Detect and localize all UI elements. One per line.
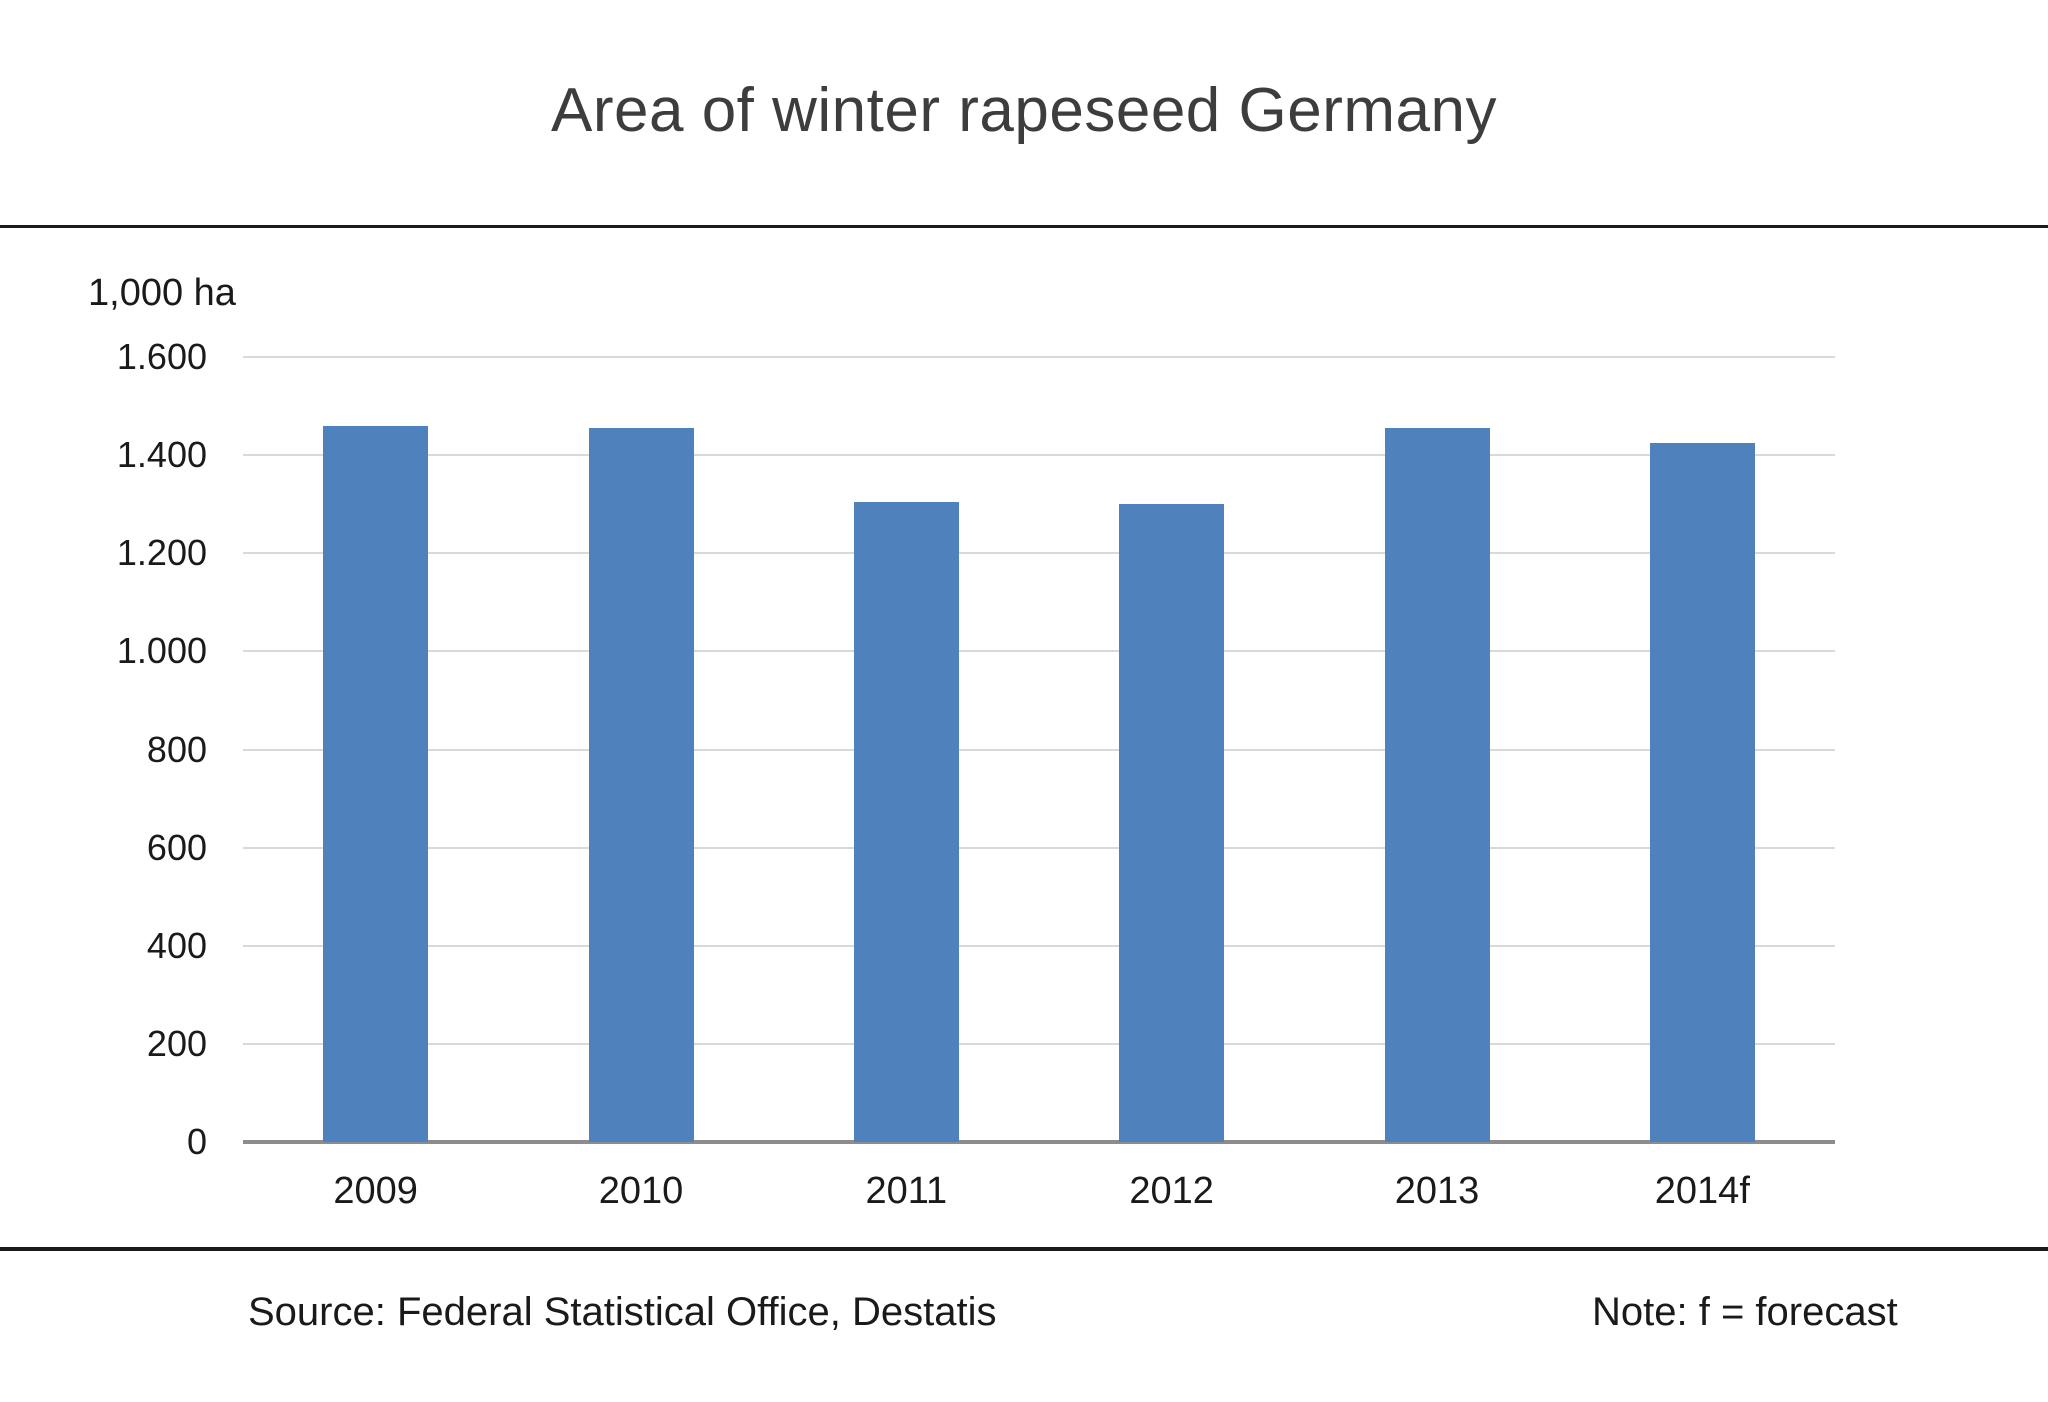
y-tick-label-400: 400: [146, 924, 207, 966]
bar-2010: [588, 428, 694, 1142]
y-tick-label-1.600: 1.600: [116, 336, 207, 377]
bar-2013: [1384, 428, 1490, 1142]
gridline-400: [243, 944, 1835, 947]
source-text: Source: Federal Statistical Office, Dest…: [248, 1290, 997, 1334]
bar-2014f: [1649, 442, 1755, 1142]
x-tick-label-2013: 2013: [1394, 1170, 1480, 1212]
y-tick-label-1.400: 1.400: [116, 434, 207, 476]
note-text: Note: f = forecast: [1592, 1290, 1898, 1334]
gridline-800: [243, 748, 1835, 751]
bar-2011: [853, 501, 959, 1142]
y-tick-label-0: 0: [186, 1121, 207, 1162]
chart-title: Area of winter rapeseed Germany: [551, 76, 1497, 145]
bottom-divider-line: [0, 1247, 2048, 1251]
y-tick-label-200: 200: [146, 1022, 207, 1064]
x-tick-label-2014f: 2014f: [1654, 1170, 1750, 1212]
y-tick-label-600: 600: [146, 826, 207, 868]
top-divider-line: [0, 225, 2048, 228]
y-tick-label-800: 800: [146, 728, 207, 770]
x-tick-label-2010: 2010: [598, 1170, 684, 1212]
gridline-1.600: [243, 356, 1835, 358]
gridline-1.200: [243, 552, 1835, 555]
bar-2009: [323, 425, 429, 1142]
bar-2012: [1119, 504, 1225, 1142]
x-tick-label-2009: 2009: [333, 1170, 418, 1212]
y-axis-unit-label: 1,000 ha: [88, 272, 236, 314]
x-tick-label-2012: 2012: [1129, 1170, 1214, 1212]
gridline-600: [243, 846, 1835, 849]
gridline-1.400: [243, 454, 1835, 457]
x-tick-label-2011: 2011: [865, 1170, 948, 1212]
y-tick-label-1.000: 1.000: [116, 630, 207, 672]
gridline-200: [243, 1042, 1835, 1045]
y-tick-label-1.200: 1.200: [116, 532, 207, 574]
plot-area: [243, 356, 1835, 1144]
x-axis-line: [243, 1140, 1835, 1144]
gridline-1.000: [243, 650, 1835, 653]
